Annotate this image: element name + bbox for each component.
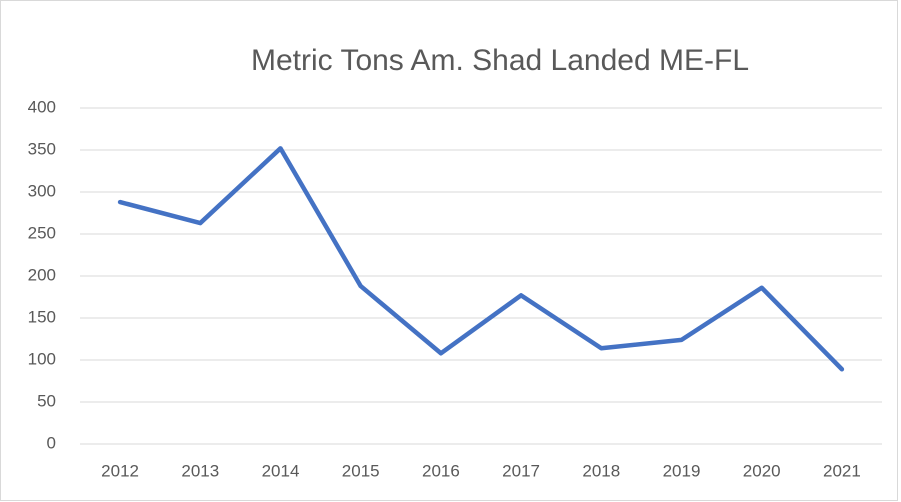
y-tick-label: 250 xyxy=(28,223,56,242)
y-tick-label: 0 xyxy=(47,433,56,452)
x-tick-label: 2014 xyxy=(262,461,300,480)
y-tick-label: 300 xyxy=(28,181,56,200)
x-tick-label: 2017 xyxy=(502,461,540,480)
x-tick-label: 2013 xyxy=(181,461,219,480)
y-tick-label: 350 xyxy=(28,139,56,158)
x-tick-label: 2021 xyxy=(823,461,861,480)
y-tick-label: 50 xyxy=(37,391,56,410)
x-tick-label: 2016 xyxy=(422,461,460,480)
chart-title: Metric Tons Am. Shad Landed ME-FL xyxy=(251,44,749,77)
y-tick-label: 100 xyxy=(28,349,56,368)
y-tick-label: 400 xyxy=(28,97,56,116)
y-tick-label: 200 xyxy=(28,265,56,284)
x-tick-label: 2015 xyxy=(342,461,380,480)
x-tick-label: 2012 xyxy=(101,461,139,480)
x-tick-label: 2018 xyxy=(582,461,620,480)
data-line xyxy=(117,146,845,372)
x-tick-label: 2019 xyxy=(663,461,701,480)
y-tick-label: 150 xyxy=(28,307,56,326)
x-tick-label: 2020 xyxy=(743,461,781,480)
